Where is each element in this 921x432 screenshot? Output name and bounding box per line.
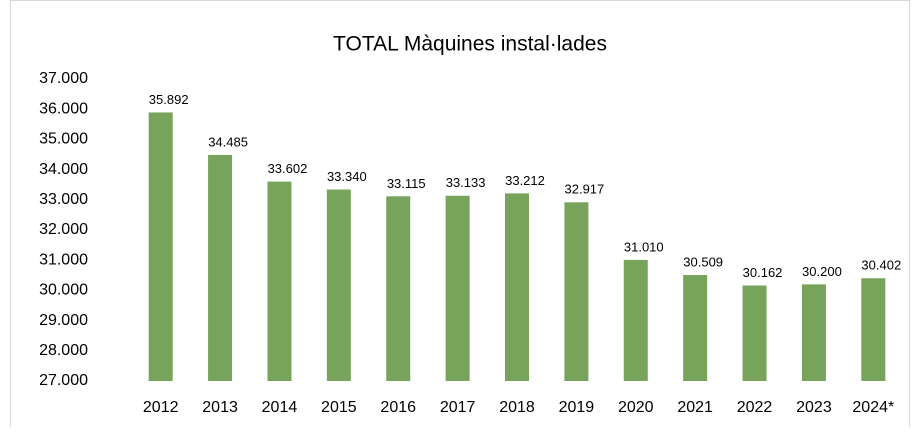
data-label: 35.892 (149, 92, 189, 107)
x-tick-label: 2024* (852, 399, 894, 416)
data-label: 33.602 (268, 161, 308, 176)
y-tick-label: 37.000 (39, 70, 88, 87)
data-label: 33.115 (387, 176, 426, 191)
bar (861, 278, 886, 381)
bar (623, 259, 648, 381)
x-tick-label: 2016 (380, 399, 416, 416)
bar (505, 193, 529, 381)
bar (326, 189, 351, 381)
x-tick-label: 2020 (618, 399, 654, 416)
y-tick-label: 30.000 (39, 282, 88, 299)
data-label: 30.200 (802, 264, 842, 279)
x-tick-label: 2021 (677, 399, 713, 416)
y-tick-label: 32.000 (39, 221, 88, 238)
bar (564, 202, 589, 381)
x-tick-label: 2013 (202, 399, 238, 416)
bar (742, 285, 767, 381)
bar (386, 196, 411, 381)
chart-border (10, 0, 910, 432)
bar (208, 154, 233, 381)
x-tick-label: 2015 (321, 399, 357, 416)
data-label: 33.340 (327, 169, 367, 184)
y-tick-label: 36.000 (39, 100, 88, 117)
x-tick-label: 2018 (499, 399, 535, 416)
x-tick-label: 2023 (796, 399, 832, 416)
y-tick-label: 28.000 (39, 342, 88, 359)
data-label: 33.212 (505, 173, 545, 188)
data-label: 31.010 (624, 239, 664, 254)
data-label: 33.133 (446, 175, 486, 190)
bar (801, 284, 826, 381)
x-tick-label: 2012 (143, 399, 179, 416)
y-tick-label: 27.000 (39, 372, 88, 389)
bar (267, 181, 292, 381)
data-label: 30.162 (743, 265, 783, 280)
x-tick-label: 2017 (440, 399, 476, 416)
x-tick-label: 2019 (559, 399, 595, 416)
data-label: 30.509 (683, 254, 723, 269)
y-tick-label: 34.000 (39, 161, 88, 178)
data-label: 30.402 (861, 258, 901, 273)
y-tick-label: 35.000 (39, 131, 88, 148)
data-label: 32.917 (565, 182, 605, 197)
bar (445, 195, 470, 381)
bar (148, 112, 173, 381)
x-tick-label: 2022 (737, 399, 773, 416)
y-tick-label: 31.000 (39, 251, 88, 268)
chart-title: TOTAL Màquines instal·lades (333, 33, 607, 56)
bar (683, 275, 708, 381)
data-label: 34.485 (208, 134, 248, 149)
y-tick-label: 29.000 (39, 312, 88, 329)
x-tick-label: 2014 (262, 399, 298, 416)
y-tick-label: 33.000 (39, 191, 88, 208)
